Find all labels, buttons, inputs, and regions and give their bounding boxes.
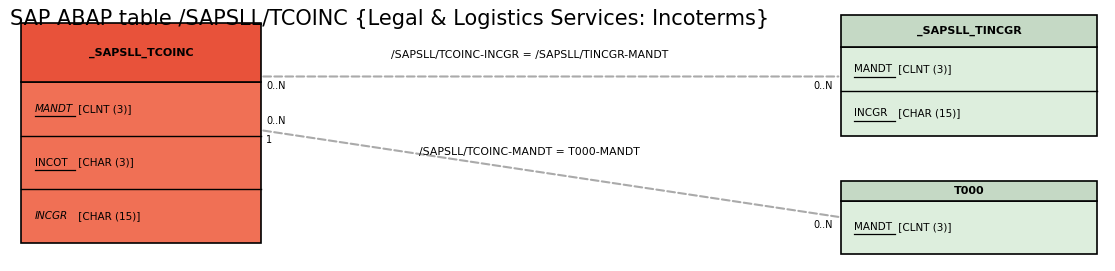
Text: 0..N: 0..N [814, 220, 833, 230]
Text: INCGR: INCGR [854, 108, 888, 118]
Text: _SAPSLL_TINCGR: _SAPSLL_TINCGR [917, 26, 1021, 36]
Text: 0..N: 0..N [814, 81, 833, 91]
FancyBboxPatch shape [841, 201, 1097, 253]
FancyBboxPatch shape [21, 23, 261, 82]
Text: INCGR: INCGR [35, 211, 68, 221]
Text: /SAPSLL/TCOINC-INCGR = /SAPSLL/TINCGR-MANDT: /SAPSLL/TCOINC-INCGR = /SAPSLL/TINCGR-MA… [391, 50, 668, 60]
Text: MANDT: MANDT [35, 104, 72, 114]
FancyBboxPatch shape [841, 47, 1097, 136]
Text: 1: 1 [266, 134, 272, 144]
FancyBboxPatch shape [21, 82, 261, 243]
Text: INCOT: INCOT [35, 157, 67, 167]
Text: _SAPSLL_TCOINC: _SAPSLL_TCOINC [89, 47, 193, 58]
Text: /SAPSLL/TCOINC-MANDT = T000-MANDT: /SAPSLL/TCOINC-MANDT = T000-MANDT [419, 147, 640, 157]
Text: T000: T000 [953, 186, 985, 196]
Text: SAP ABAP table /SAPSLL/TCOINC {Legal & Logistics Services: Incoterms}: SAP ABAP table /SAPSLL/TCOINC {Legal & L… [10, 9, 769, 30]
Text: [CHAR (15)]: [CHAR (15)] [75, 211, 140, 221]
Text: MANDT: MANDT [854, 222, 892, 232]
Text: MANDT: MANDT [854, 64, 892, 75]
Text: 0..N: 0..N [266, 81, 285, 91]
Text: 0..N: 0..N [266, 116, 285, 126]
Text: [CHAR (15)]: [CHAR (15)] [894, 108, 960, 118]
Text: [CHAR (3)]: [CHAR (3)] [75, 157, 134, 167]
Text: [CLNT (3)]: [CLNT (3)] [894, 222, 951, 232]
Text: [CLNT (3)]: [CLNT (3)] [75, 104, 132, 114]
Text: [CLNT (3)]: [CLNT (3)] [894, 64, 951, 75]
FancyBboxPatch shape [841, 15, 1097, 47]
FancyBboxPatch shape [841, 181, 1097, 201]
